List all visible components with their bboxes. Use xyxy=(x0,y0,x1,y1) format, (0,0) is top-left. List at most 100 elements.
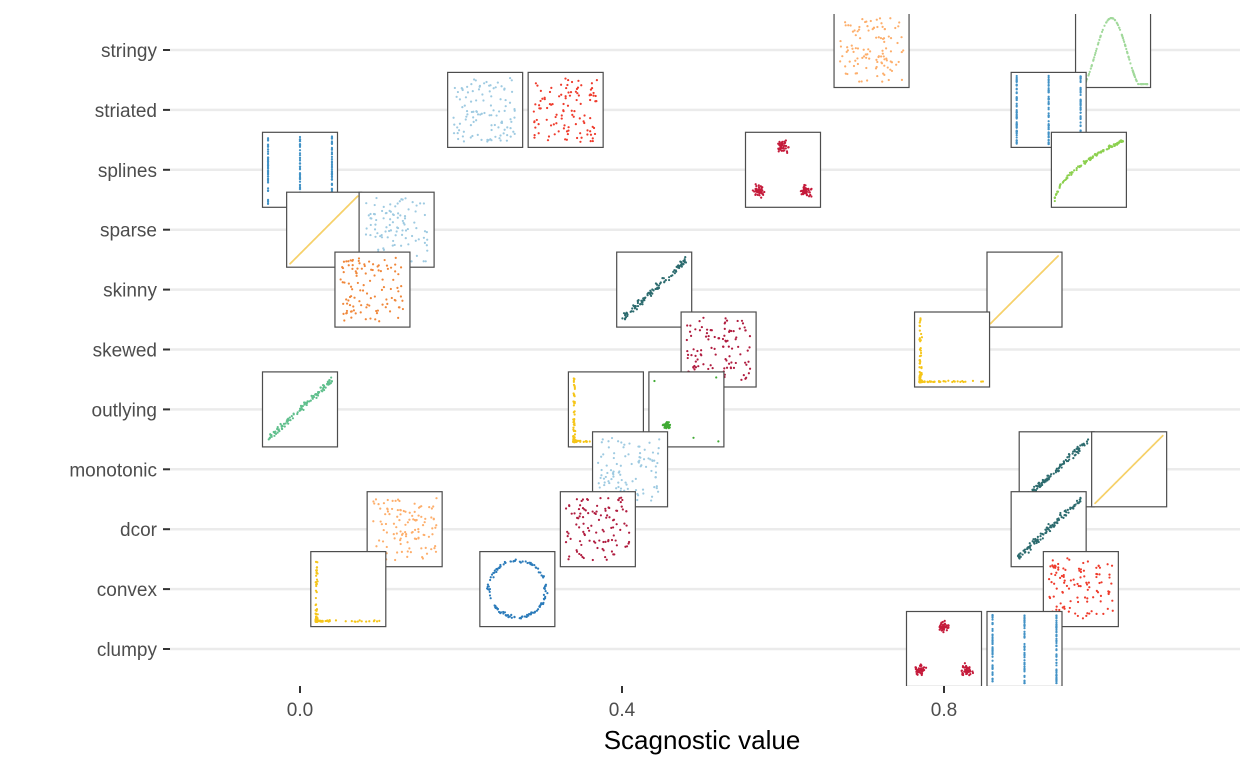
data-point xyxy=(603,483,606,487)
data-point xyxy=(374,498,378,501)
data-point xyxy=(570,109,573,112)
data-point xyxy=(495,114,498,117)
data-point xyxy=(537,132,540,135)
data-point xyxy=(1015,136,1018,139)
data-point xyxy=(328,619,331,623)
data-point xyxy=(1059,463,1063,467)
data-point xyxy=(469,136,472,139)
data-point xyxy=(1076,600,1080,604)
data-point xyxy=(612,456,615,460)
data-point xyxy=(492,87,495,90)
data-point xyxy=(373,213,376,216)
data-point xyxy=(1064,568,1067,572)
data-point xyxy=(698,329,702,332)
data-point xyxy=(1023,656,1026,659)
data-point xyxy=(534,126,537,129)
data-point xyxy=(382,528,385,532)
data-point xyxy=(956,380,959,383)
data-point xyxy=(1118,28,1122,31)
data-point xyxy=(266,145,270,148)
data-point xyxy=(1130,66,1133,70)
data-point xyxy=(1122,38,1125,42)
data-point xyxy=(849,24,852,27)
data-point xyxy=(375,309,378,313)
data-point xyxy=(1070,171,1073,174)
data-point xyxy=(991,671,994,674)
data-point xyxy=(846,72,849,76)
data-point xyxy=(402,509,405,513)
data-point xyxy=(918,380,921,384)
data-point xyxy=(280,424,283,427)
data-point xyxy=(316,561,319,564)
data-point xyxy=(663,424,666,427)
data-point xyxy=(1085,614,1088,617)
data-point xyxy=(505,139,508,142)
data-point xyxy=(321,387,325,391)
data-point xyxy=(509,560,513,563)
data-point xyxy=(923,380,926,384)
data-point xyxy=(296,411,299,414)
data-point xyxy=(614,539,617,542)
data-point xyxy=(266,163,270,167)
data-point xyxy=(408,518,411,521)
data-point xyxy=(417,537,420,540)
data-point xyxy=(1051,564,1054,567)
data-point xyxy=(1033,541,1036,544)
data-point xyxy=(637,298,640,302)
data-point xyxy=(377,248,380,251)
data-point xyxy=(534,103,537,106)
data-point xyxy=(732,330,735,333)
data-point xyxy=(724,317,727,320)
data-point xyxy=(549,124,553,127)
data-point xyxy=(924,666,928,669)
data-point xyxy=(1079,107,1082,110)
data-point xyxy=(1086,442,1089,445)
data-point xyxy=(721,345,725,348)
data-point xyxy=(509,135,512,138)
data-point xyxy=(897,25,900,28)
data-point xyxy=(622,446,625,449)
data-point xyxy=(396,515,399,518)
data-point xyxy=(656,452,660,455)
data-point xyxy=(342,260,346,263)
data-point xyxy=(572,426,575,429)
data-point xyxy=(1023,636,1026,639)
data-point xyxy=(408,511,411,514)
data-point xyxy=(298,187,302,190)
data-point xyxy=(692,436,695,439)
data-point xyxy=(1100,581,1103,584)
data-point xyxy=(391,213,395,216)
data-point xyxy=(572,404,575,407)
data-point xyxy=(400,550,404,553)
data-point xyxy=(740,319,744,322)
data-point xyxy=(615,544,618,547)
data-point xyxy=(544,595,547,598)
data-point xyxy=(590,82,593,85)
y-tick-label-splines: splines xyxy=(98,161,157,182)
data-point xyxy=(942,380,945,383)
data-point xyxy=(758,194,761,197)
data-point xyxy=(757,184,760,187)
data-point xyxy=(430,507,433,510)
data-point xyxy=(991,680,994,683)
data-point xyxy=(287,417,290,420)
data-point xyxy=(626,314,629,318)
data-point xyxy=(920,332,923,336)
data-point xyxy=(702,316,705,319)
data-point xyxy=(1103,24,1106,27)
data-point xyxy=(1072,505,1075,508)
data-point xyxy=(298,135,302,139)
data-point xyxy=(1051,524,1054,527)
data-point xyxy=(607,506,610,509)
data-point xyxy=(326,382,329,385)
data-point xyxy=(968,669,972,672)
data-point xyxy=(884,47,888,50)
data-point xyxy=(850,44,853,47)
y-tick-label-monotonic: monotonic xyxy=(69,460,157,481)
data-point xyxy=(347,282,350,285)
data-point xyxy=(1096,153,1099,156)
data-point xyxy=(1111,17,1114,20)
data-point xyxy=(1047,128,1050,131)
data-point xyxy=(1023,662,1026,666)
data-point xyxy=(302,408,305,411)
